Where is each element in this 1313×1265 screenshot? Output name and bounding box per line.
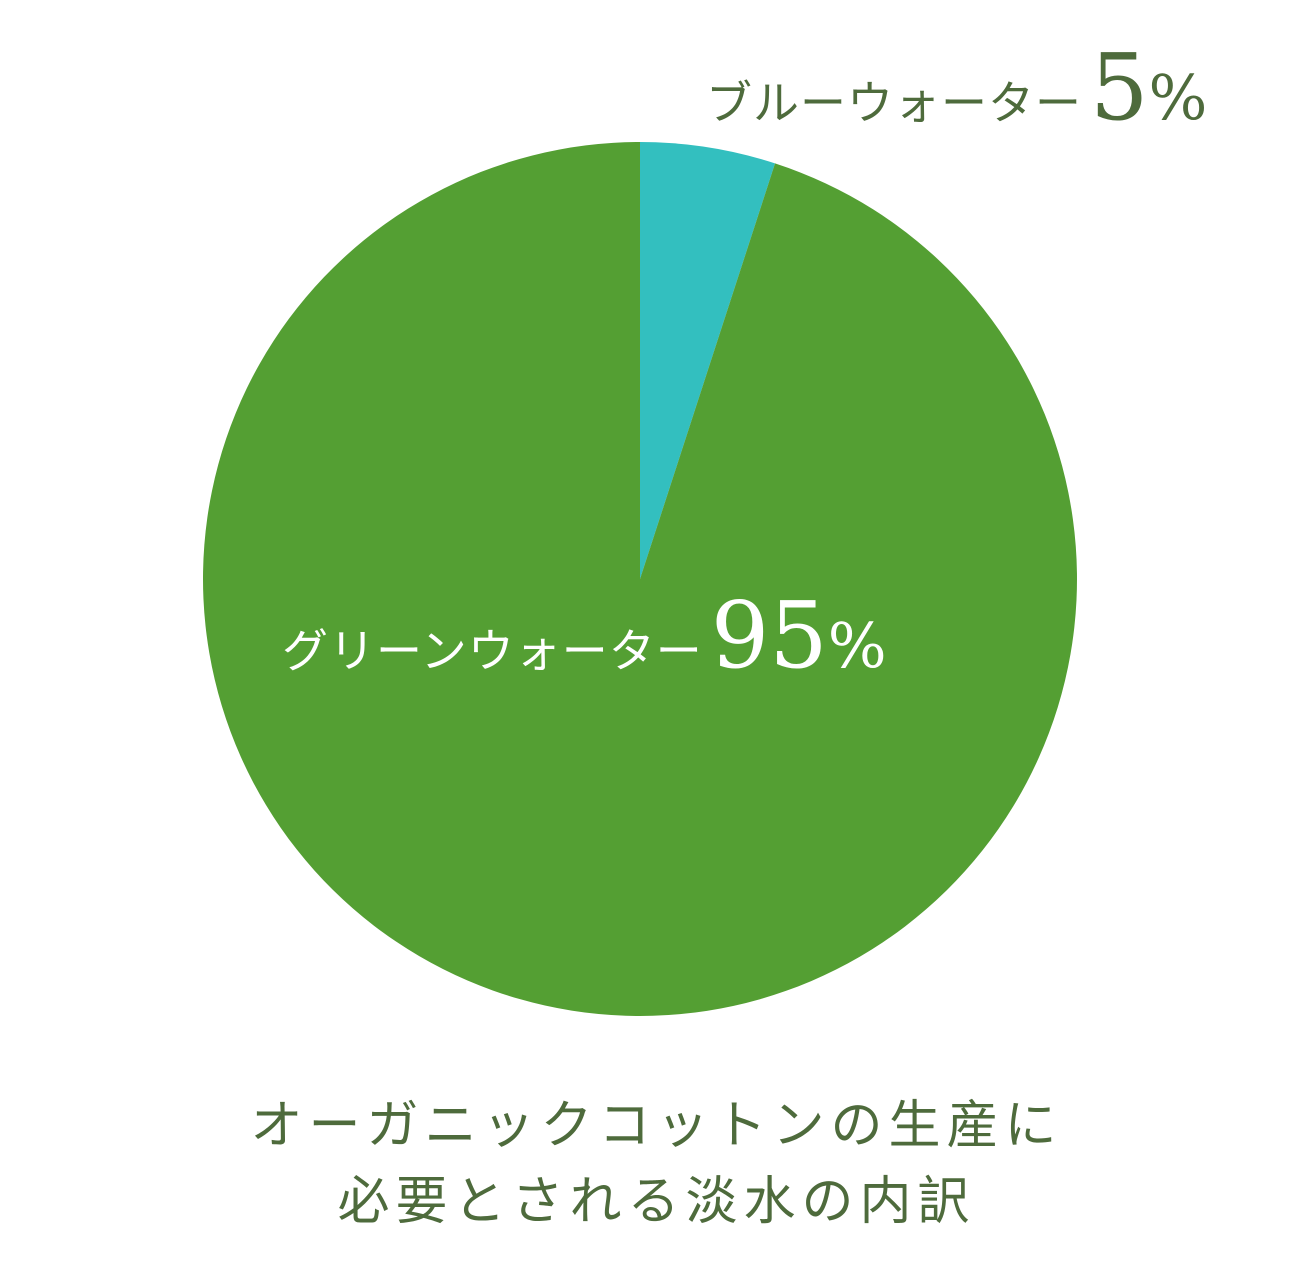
pie-slices	[202, 142, 1077, 1017]
green-water-unit: %	[827, 609, 887, 682]
blue-water-value: 5	[1090, 34, 1149, 141]
pie-slice-green-water	[202, 142, 1077, 1017]
blue-water-label: ブルーウォーター 5 %	[706, 42, 1207, 134]
green-water-category: グリーンウォーター	[282, 624, 703, 678]
caption-line-2: 必要とされる淡水の内訳	[337, 1172, 976, 1232]
blue-water-unit: %	[1148, 61, 1208, 134]
blue-water-category: ブルーウォーター	[706, 76, 1082, 130]
chart-caption: オーガニックコットンの生産に 必要とされる淡水の内訳	[0, 1088, 1313, 1240]
pie-slice-blue-water	[640, 142, 776, 579]
green-water-value: 95	[710, 582, 828, 689]
green-water-label: グリーンウォーター 95 %	[282, 590, 887, 682]
caption-line-1: オーガニックコットンの生産に	[250, 1096, 1063, 1156]
